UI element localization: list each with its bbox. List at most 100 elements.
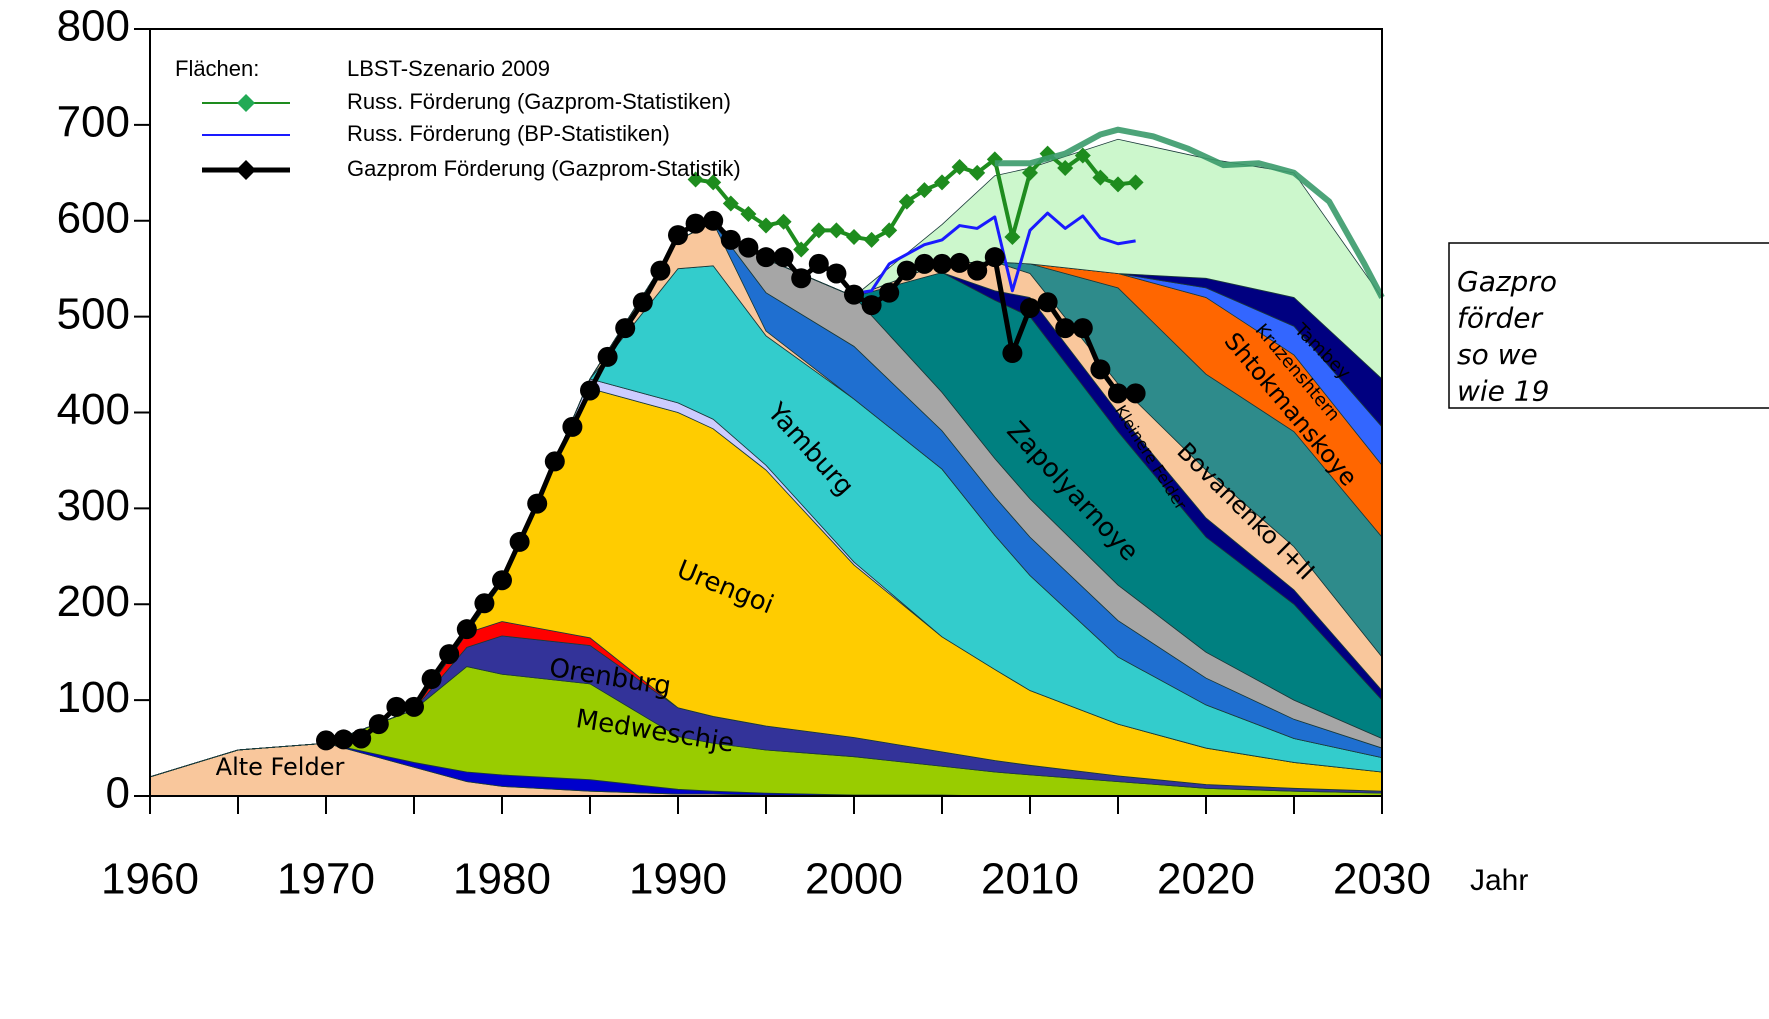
point: [1090, 359, 1111, 380]
point: [1108, 383, 1128, 404]
point: [773, 247, 794, 268]
y-tick-label: 300: [57, 481, 130, 530]
point: [775, 213, 792, 230]
x-tick-label: 1960: [101, 855, 199, 904]
point: [703, 210, 724, 231]
annotation-text: Gazpro: [1457, 265, 1557, 298]
point: [740, 206, 757, 223]
y-tick-label: 0: [106, 769, 130, 818]
point: [456, 619, 477, 640]
x-tick-label: 1990: [629, 855, 727, 904]
legend-areas-label: Flächen:: [175, 56, 259, 81]
point: [863, 231, 880, 248]
annotation-text: förder: [1457, 302, 1544, 335]
y-tick-label: 100: [57, 673, 130, 722]
point: [793, 241, 810, 258]
point: [1125, 383, 1146, 404]
point: [934, 174, 950, 191]
point: [439, 644, 460, 665]
point: [984, 247, 1005, 268]
point: [705, 174, 722, 191]
point: [368, 714, 389, 735]
point: [597, 346, 618, 367]
point: [844, 284, 864, 305]
point: [1055, 318, 1076, 339]
point: [828, 222, 845, 239]
annotation-text: so we: [1457, 338, 1538, 371]
point: [881, 222, 898, 239]
point: [967, 260, 988, 281]
point: [1002, 343, 1023, 364]
point: [969, 164, 986, 181]
point: [810, 222, 827, 239]
point: [421, 669, 442, 690]
point: [898, 193, 915, 210]
y-tick-label: 800: [57, 2, 130, 51]
x-tick-label: 1970: [277, 855, 375, 904]
y-tick-label: 700: [57, 98, 130, 147]
point: [846, 229, 862, 246]
point: [896, 260, 917, 281]
x-tick-label: 2020: [1157, 855, 1255, 904]
plot-area: [149, 126, 1385, 797]
point: [509, 531, 530, 552]
area-label: Alte Felder: [216, 753, 345, 781]
line: [853, 211, 1136, 296]
point: [861, 295, 882, 316]
point: [1074, 147, 1091, 164]
legend-label: Russ. Förderung (BP-Statistiken): [347, 121, 670, 146]
point: [1022, 164, 1038, 181]
point: [1127, 174, 1144, 191]
annotation-text: wie 19: [1457, 375, 1549, 408]
point: [826, 263, 847, 284]
legend-marker: [237, 94, 255, 112]
legend-areas-name: LBST-Szenario 2009: [347, 56, 550, 81]
point: [722, 195, 739, 212]
point: [527, 493, 548, 514]
point: [562, 416, 583, 437]
point: [914, 253, 935, 274]
point: [951, 159, 968, 176]
x-tick-label: 2010: [981, 855, 1079, 904]
point: [1072, 318, 1093, 339]
point: [879, 282, 900, 303]
x-tick-label: 1980: [453, 855, 551, 904]
point: [791, 268, 812, 289]
point: [668, 225, 688, 246]
legend-label: Gazprom Förderung (Gazprom-Statistik): [347, 156, 741, 181]
point: [351, 728, 372, 749]
annotation-box: [1448, 242, 1769, 409]
point: [720, 229, 741, 250]
point: [1092, 169, 1109, 186]
point: [333, 729, 354, 750]
x-tick-label: 2030: [1333, 855, 1431, 904]
point: [1020, 297, 1040, 318]
point: [1004, 229, 1021, 246]
point: [650, 260, 671, 281]
point: [758, 217, 774, 234]
point: [1110, 176, 1126, 193]
point: [632, 292, 653, 313]
x-axis-label: Jahr: [1470, 864, 1528, 897]
x-tick-label: 2000: [805, 855, 903, 904]
legend-marker: [236, 160, 256, 180]
point: [687, 171, 704, 188]
y-tick-label: 400: [57, 385, 130, 434]
point: [1037, 292, 1058, 313]
point: [808, 253, 829, 274]
point: [1057, 160, 1074, 177]
point: [615, 318, 636, 339]
point: [474, 593, 495, 614]
point: [932, 253, 952, 274]
line: [994, 126, 1385, 299]
y-tick-label: 600: [57, 193, 130, 242]
point: [316, 730, 336, 751]
point: [544, 451, 565, 472]
point: [756, 247, 776, 268]
point: [580, 380, 600, 401]
y-tick-label: 500: [57, 289, 130, 338]
point: [916, 182, 933, 199]
point: [404, 696, 424, 717]
